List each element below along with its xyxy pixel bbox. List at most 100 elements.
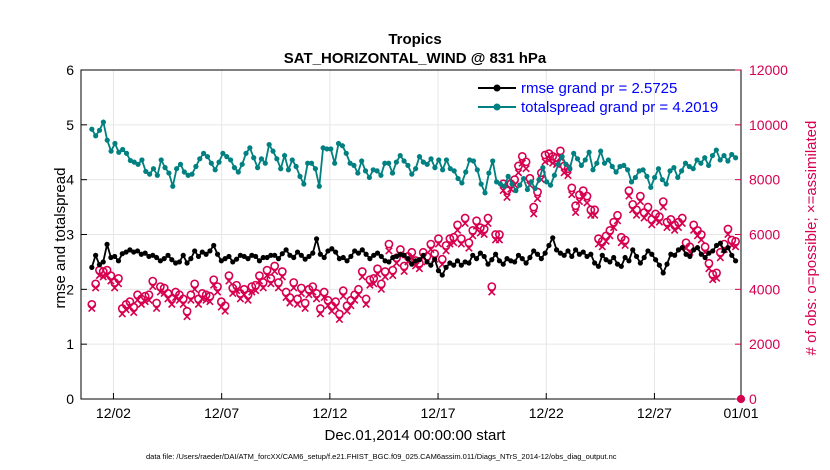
rmse-point [302, 256, 308, 262]
obs-assimilated-point [667, 221, 675, 229]
obs-assimilated-point [316, 310, 325, 318]
y2-axis-label: # of obs: o=possible; ×=assimilated [803, 121, 820, 356]
rmse-point [214, 251, 221, 257]
obs-assimilated-point [503, 193, 511, 202]
spread-point [359, 158, 365, 164]
obs-assimilated-point [472, 222, 481, 230]
spread-point [544, 179, 550, 185]
obs-assimilated-point [350, 296, 359, 304]
rmse-point [550, 235, 556, 241]
obs-possible-point [704, 258, 714, 268]
rmse-point [481, 253, 487, 260]
obs-assimilated-point [533, 194, 542, 203]
obs-possible-point [479, 224, 489, 234]
spread-point [509, 181, 515, 187]
obs-assimilated-point [168, 300, 176, 309]
rmse-point [184, 260, 190, 266]
spread-point [278, 166, 284, 172]
rmse-point [519, 256, 525, 262]
rmse-point [241, 253, 247, 260]
x-tick-label: 12/07 [204, 405, 239, 421]
obs-possible-point [308, 282, 318, 291]
obs-assimilated-point [335, 315, 344, 324]
obs-possible-point [736, 394, 746, 404]
obs-assimilated-point [522, 164, 530, 173]
obs-assimilated-point [457, 240, 466, 248]
obs-assimilated-point [114, 279, 123, 288]
spread-point [216, 159, 222, 165]
spread-point [393, 159, 399, 165]
obs-assimilated-point [628, 205, 637, 214]
obs-assimilated-point [129, 308, 138, 317]
obs-possible-point [213, 282, 222, 291]
obs-assimilated-point [293, 300, 302, 309]
spread-point [208, 160, 214, 166]
obs-possible-point [586, 205, 596, 215]
rmse-point [713, 242, 720, 249]
rmse-point [104, 241, 110, 247]
rmse-point [588, 251, 594, 257]
obs-assimilated-point [568, 190, 576, 199]
rmse-point [584, 253, 590, 260]
legend: rmse grand pr = 2.5725 totalspread grand… [478, 80, 718, 116]
obs-possible-point [384, 239, 394, 249]
rmse-point [443, 264, 449, 270]
obs-assimilated-point [267, 279, 275, 288]
spread-point [524, 186, 531, 193]
obs-assimilated-point [244, 296, 252, 304]
spread-point [150, 166, 157, 172]
obs-possible-point [289, 278, 299, 287]
spread-point [266, 141, 272, 148]
legend-spread-marker [493, 103, 501, 111]
spread-point [93, 133, 99, 139]
obs-possible-point [388, 265, 398, 275]
obs-assimilated-point [221, 307, 229, 315]
spread-point [143, 168, 149, 175]
grid [81, 69, 742, 400]
spread-point [239, 161, 245, 167]
obs-assimilated-point [480, 230, 488, 239]
obs-assimilated-point [225, 277, 233, 285]
y-tick-label: 2 [66, 281, 74, 297]
spread-point [443, 157, 450, 163]
obs-assimilated-point [206, 297, 214, 306]
spread-point [571, 150, 577, 156]
spread-point [355, 170, 361, 176]
rmse-point [352, 248, 358, 254]
obs-assimilated-point [465, 244, 473, 252]
obs-assimilated-point [255, 277, 264, 285]
obs-possible-point [571, 201, 580, 211]
obs-assimilated-point [697, 236, 706, 244]
spread-point [601, 160, 608, 166]
obs-possible-point [140, 291, 150, 301]
rmse-point [717, 240, 723, 246]
obs-assimilated-point [213, 288, 222, 296]
spread-point [555, 161, 561, 167]
rmse-point [691, 247, 697, 253]
spread-point [181, 169, 187, 175]
spread-point [235, 169, 241, 175]
spread-point [224, 154, 230, 160]
spread-point [285, 167, 292, 173]
rmse-point [649, 251, 655, 257]
rmse-point [279, 251, 285, 257]
rmse-point [153, 254, 160, 261]
obs-possible-point [434, 234, 443, 244]
spread-point [613, 169, 619, 175]
rmse-point [675, 247, 682, 253]
spread-point [154, 172, 160, 178]
y2-tick-label: 4000 [749, 281, 780, 297]
obs-assimilated-point [689, 226, 698, 235]
obs-assimilated-point [415, 264, 424, 273]
y-tick-label: 0 [66, 391, 74, 407]
spread-point [201, 150, 207, 156]
obs-assimilated-point [152, 304, 161, 313]
rmse-point [424, 259, 430, 265]
spread-point [590, 167, 596, 173]
spread-point [675, 174, 681, 181]
obs-possible-point [155, 282, 165, 291]
chart-title: Tropics [388, 31, 441, 48]
spread-point [655, 166, 662, 172]
obs-assimilated-point [621, 241, 629, 250]
obs-possible-point [369, 273, 379, 283]
